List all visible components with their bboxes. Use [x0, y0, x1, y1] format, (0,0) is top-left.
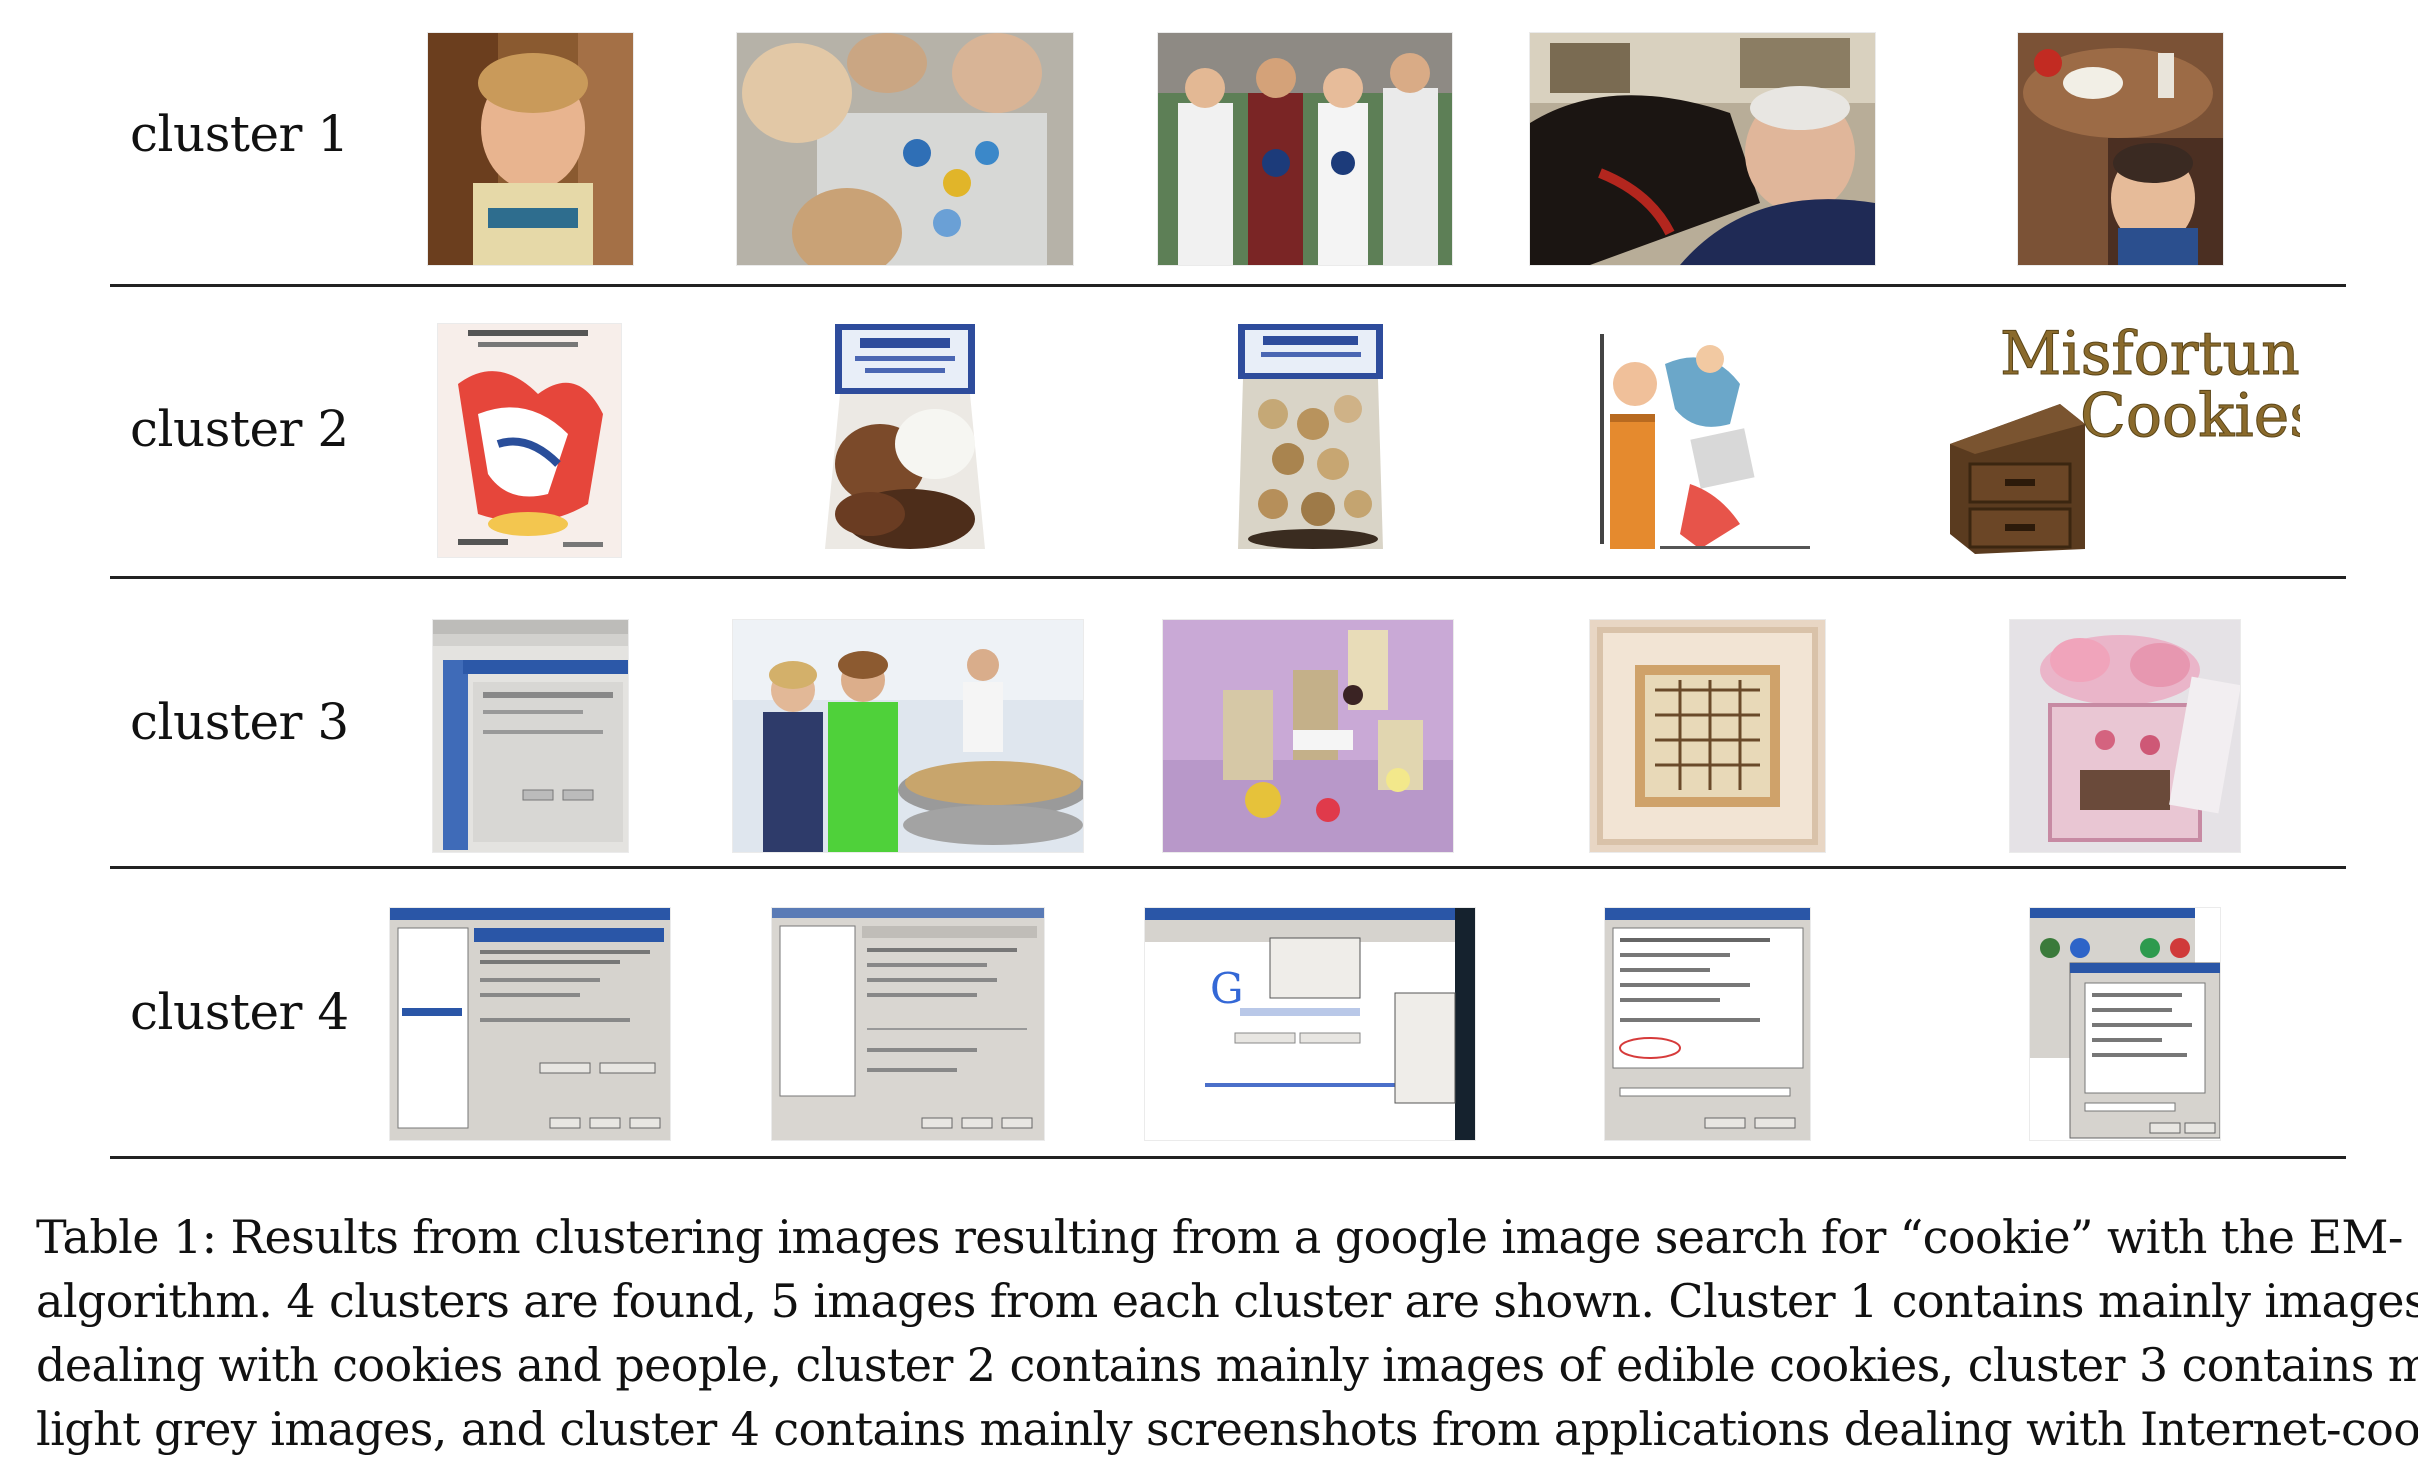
cluster1-image-1	[428, 33, 633, 265]
cluster3-image-3	[1163, 620, 1453, 852]
row-divider	[110, 1156, 2346, 1159]
cluster2-image-3	[1233, 324, 1388, 557]
cluster-row-4: cluster 4	[0, 870, 2418, 1160]
cluster3-image-4	[1590, 620, 1825, 852]
cluster1-image-4	[1530, 33, 1875, 265]
cluster2-image-2	[820, 324, 990, 557]
cluster3-image-5	[2010, 620, 2240, 852]
cluster1-image-5	[2018, 33, 2223, 265]
table-caption: Table 1: Results from clustering images …	[36, 1205, 2418, 1461]
cluster4-image-1	[390, 908, 670, 1140]
caption-line-2: algorithm. 4 clusters are found, 5 image…	[36, 1274, 2418, 1328]
cluster1-image-3	[1158, 33, 1452, 265]
cluster4-image-5	[2030, 908, 2220, 1140]
row-divider	[110, 284, 2346, 287]
cluster4-image-4	[1605, 908, 1810, 1140]
cluster3-image-1	[433, 620, 628, 852]
cluster4-image-2	[772, 908, 1044, 1140]
cluster-row-3: cluster 3	[0, 580, 2418, 870]
row-divider	[110, 576, 2346, 579]
cluster-label: cluster 4	[130, 983, 349, 1041]
cluster4-image-3: G	[1145, 908, 1475, 1140]
row-divider	[110, 866, 2346, 869]
cookies-word: Cookies	[2080, 381, 2300, 451]
cluster3-image-2	[733, 620, 1083, 852]
cluster2-image-1	[438, 324, 621, 557]
cluster-label: cluster 2	[130, 400, 349, 458]
caption-line-3: dealing with cookies and people, cluster…	[36, 1338, 2418, 1392]
cluster2-image-4	[1600, 324, 1815, 557]
caption-line-4: light grey images, and cluster 4 contain…	[36, 1402, 2418, 1456]
caption-line-1: Table 1: Results from clustering images …	[36, 1210, 2403, 1264]
cluster-label: cluster 1	[130, 105, 349, 163]
cluster1-image-2	[737, 33, 1073, 265]
cluster-row-2: cluster 2	[0, 290, 2418, 580]
cluster-label: cluster 3	[130, 693, 349, 751]
google-logo-letter: G	[1210, 964, 1244, 1013]
misfortune-cookies-logo: Misfortune Cookies	[1945, 324, 2300, 557]
misfortune-word: Misfortune	[2000, 324, 2300, 389]
cluster-row-1: cluster 1	[0, 0, 2418, 290]
